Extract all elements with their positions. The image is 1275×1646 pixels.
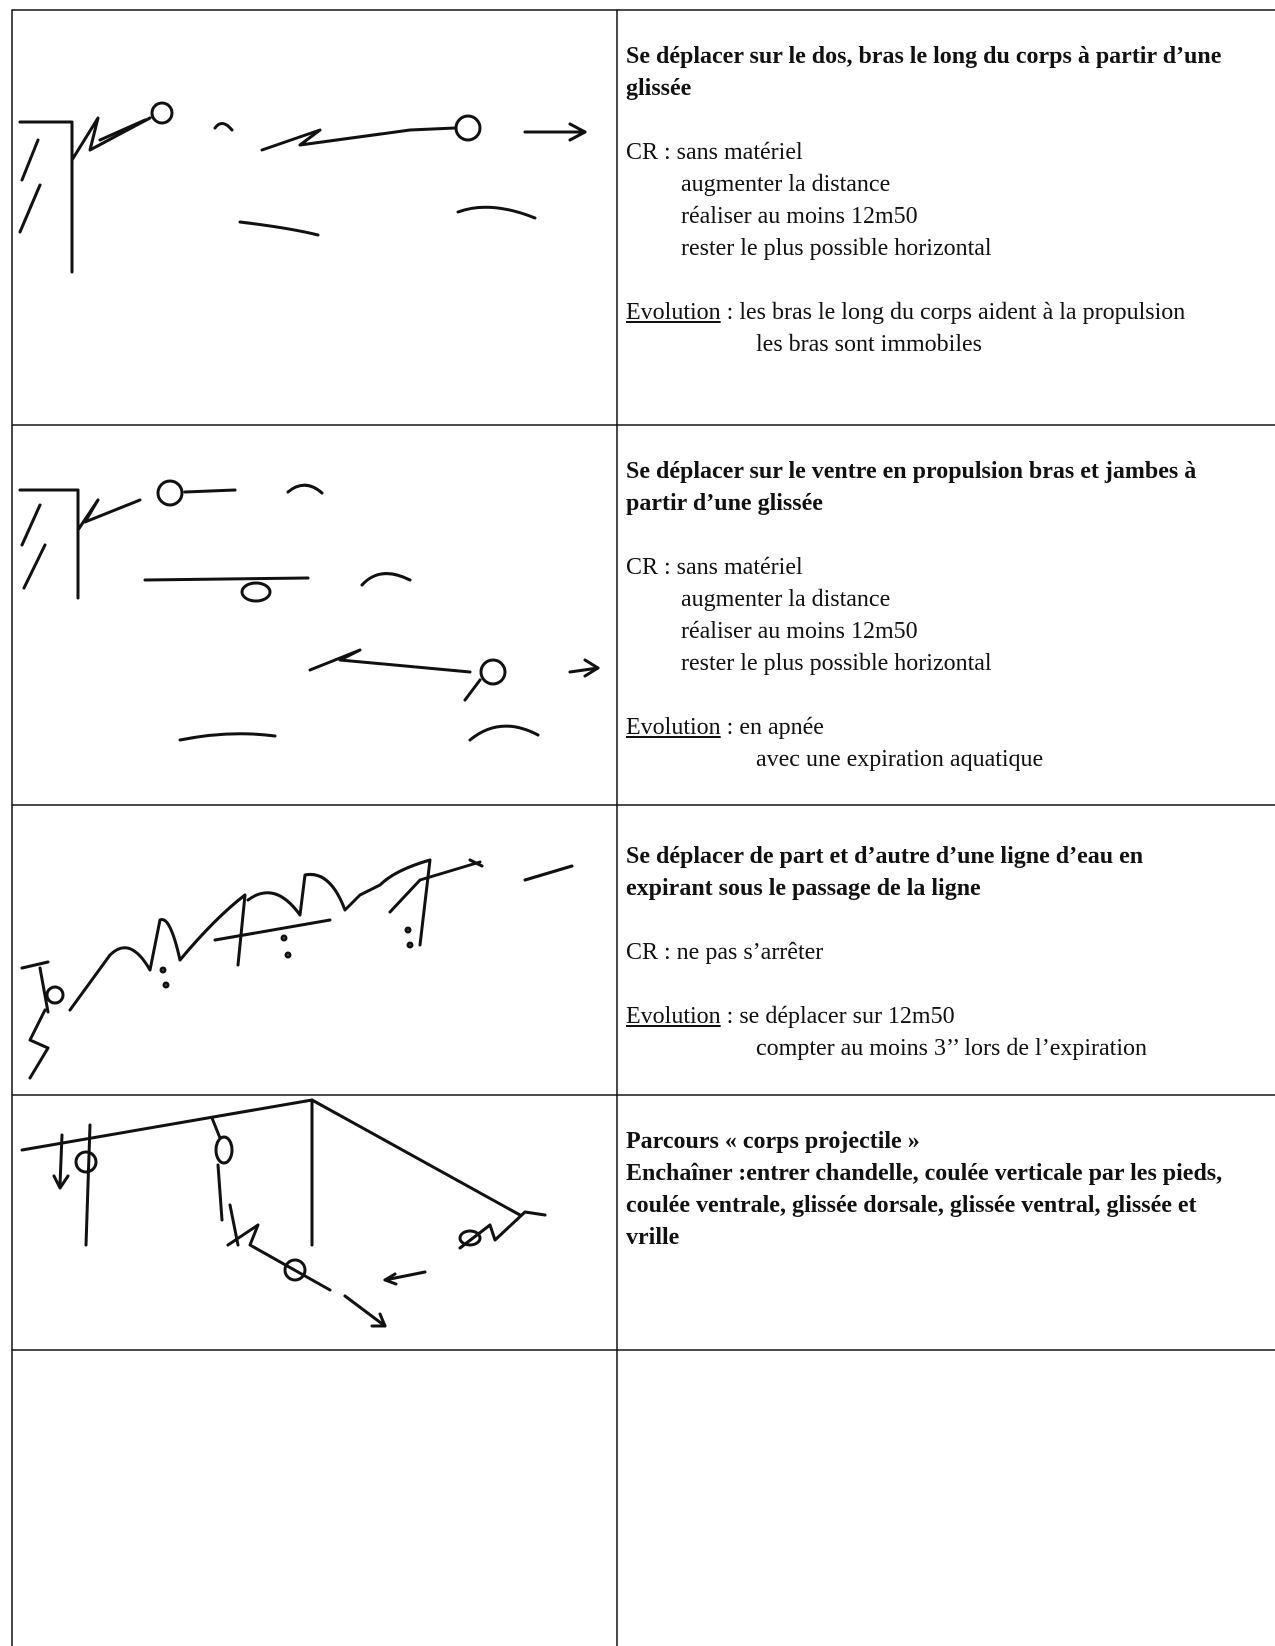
criterion: augmenter la distance <box>681 586 891 612</box>
spacer <box>626 904 1226 936</box>
evolution-line: Evolution : les bras le long du corps ai… <box>626 296 1226 328</box>
evolution-label: Evolution <box>626 299 721 325</box>
row-title: Se déplacer sur le ventre en propulsion … <box>626 458 1197 516</box>
criterion-label: CR : sans matériel <box>626 554 803 580</box>
evolution-text: : en apnée <box>726 714 824 740</box>
row-text: Se déplacer sur le dos, bras le long du … <box>626 40 1226 360</box>
sketch-row-1 <box>18 101 587 274</box>
spacer <box>626 968 1226 1000</box>
spacer <box>626 264 1226 296</box>
evolution-text: : les bras le long du corps aident à la … <box>726 299 1186 325</box>
criterion: rester le plus possible horizontal <box>681 235 992 261</box>
spacer <box>626 679 1226 711</box>
criterion: réaliser au moins 12m50 <box>681 618 918 644</box>
evolution-line: Evolution : en apnée <box>626 711 1226 743</box>
evolution-text: compter au moins 3’’ lors de l’expiratio… <box>756 1035 1147 1061</box>
table-grid <box>11 9 1275 1646</box>
sketch-row-4 <box>20 1098 547 1328</box>
criterion: augmenter la distance <box>681 171 891 197</box>
criterion-label: CR : ne pas s’arrêter <box>626 939 824 965</box>
spacer <box>626 519 1226 551</box>
row-text: Se déplacer de part et d’autre d’une lig… <box>626 840 1226 1064</box>
sketch-row-2 <box>18 479 600 742</box>
criterion-label: CR : sans matériel <box>626 139 803 165</box>
evolution-text: : se déplacer sur 12m50 <box>726 1003 955 1029</box>
evolution-label: Evolution <box>626 1003 721 1029</box>
row-text: Parcours « corps projectile » Enchaîner :… <box>626 1125 1226 1253</box>
evolution-label: Evolution <box>626 714 721 740</box>
row-text: Se déplacer sur le ventre en propulsion … <box>626 455 1226 775</box>
criterion: rester le plus possible horizontal <box>681 650 992 676</box>
row-title: Se déplacer sur le dos, bras le long du … <box>626 43 1222 101</box>
criterion: réaliser au moins 12m50 <box>681 203 918 229</box>
row-instructions: Enchaîner :entrer chandelle, coulée vert… <box>626 1160 1223 1250</box>
sketch-row-3 <box>20 858 574 1080</box>
spacer <box>626 104 1226 136</box>
evolution-line: Evolution : se déplacer sur 12m50 <box>626 1000 1226 1032</box>
row-title: Parcours « corps projectile » <box>626 1128 920 1154</box>
row-title: Se déplacer de part et d’autre d’une lig… <box>626 843 1144 901</box>
evolution-text: les bras sont immobiles <box>756 331 982 357</box>
evolution-text: avec une expiration aquatique <box>756 746 1044 772</box>
